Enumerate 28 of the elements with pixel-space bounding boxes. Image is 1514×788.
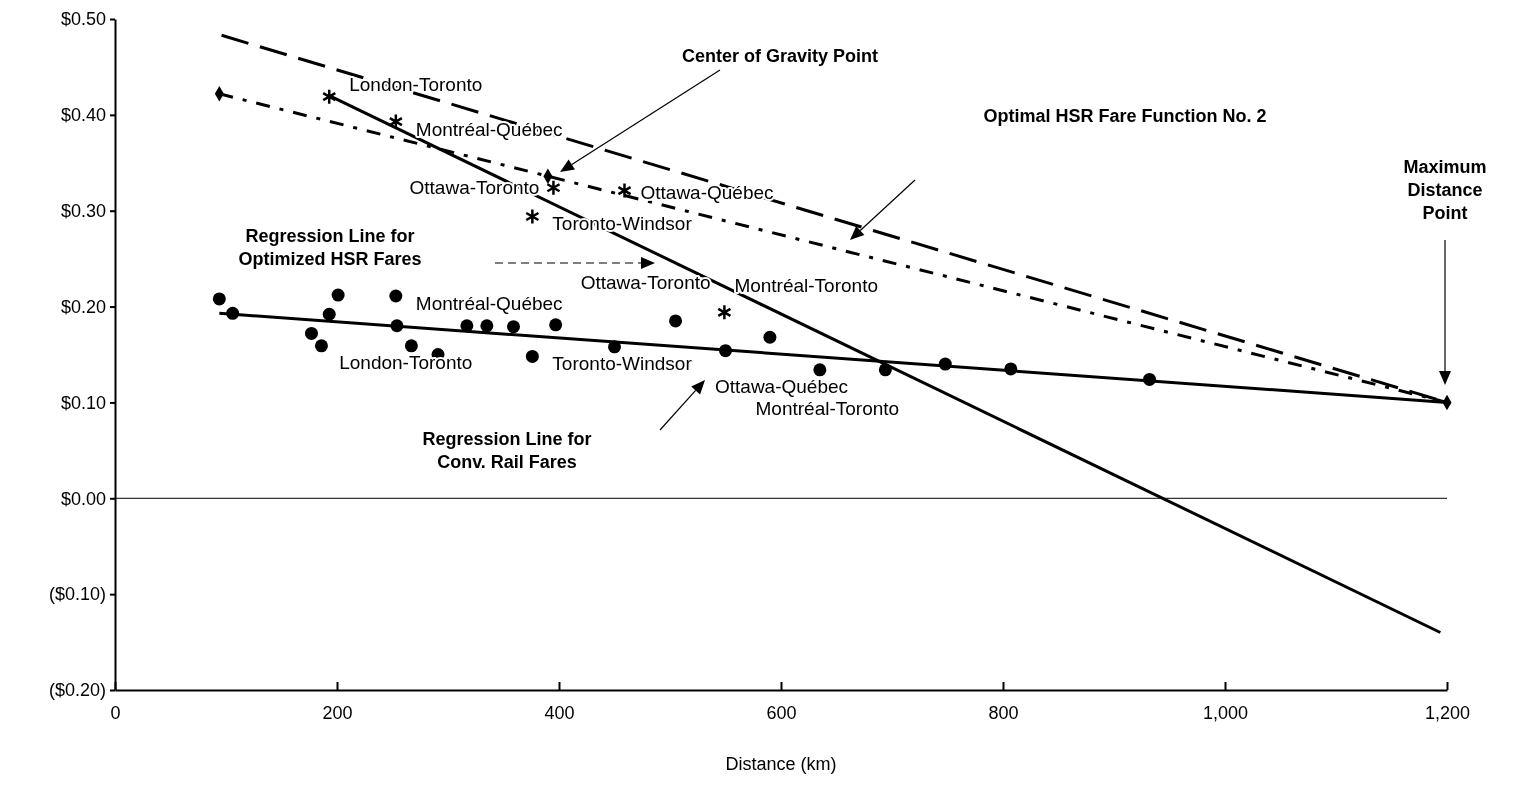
- annotation: Regression Line for Optimized HSR Fares: [238, 226, 422, 269]
- y-tick-label: ($0.10): [48, 584, 106, 605]
- annotation: Center of Gravity Point: [681, 46, 879, 66]
- x-tick-label: 1,200: [1424, 702, 1471, 723]
- x-tick-label: 600: [766, 702, 797, 723]
- y-tick-label: $0.10: [60, 392, 106, 413]
- y-tick-label: ($0.20): [48, 680, 106, 701]
- y-tick-label: $0.30: [60, 200, 106, 221]
- x-tick-label: 200: [322, 702, 353, 723]
- annotation: Montréal-Québec: [415, 293, 563, 315]
- annotation: Optimal HSR Fare Function No. 2: [983, 106, 1267, 126]
- annotation: Regression Line for Conv. Rail Fares: [422, 429, 592, 472]
- x-tick-label: 400: [544, 702, 575, 723]
- y-tick-label: $0.20: [60, 296, 106, 317]
- annotation: Ottawa-Toronto: [580, 271, 711, 293]
- y-tick-label: $0.50: [60, 9, 106, 30]
- annotation: Maximum Distance Point: [1403, 157, 1487, 223]
- x-tick-label: 1,000: [1202, 702, 1249, 723]
- x-axis-title: Distance (km): [725, 754, 837, 774]
- y-tick-label: $0.00: [60, 488, 106, 509]
- x-tick-label: 0: [110, 702, 121, 723]
- annotation: London-Toronto: [339, 352, 473, 374]
- x-tick-label: 800: [988, 702, 1019, 723]
- annotation: Montréal-Toronto: [734, 275, 879, 297]
- y-tick-label: $0.40: [60, 105, 106, 126]
- annotation: Montréal-Toronto: [755, 397, 900, 419]
- annotation: Toronto-Windsor: [552, 353, 693, 375]
- annotation: Ottawa-Québec: [715, 376, 849, 397]
